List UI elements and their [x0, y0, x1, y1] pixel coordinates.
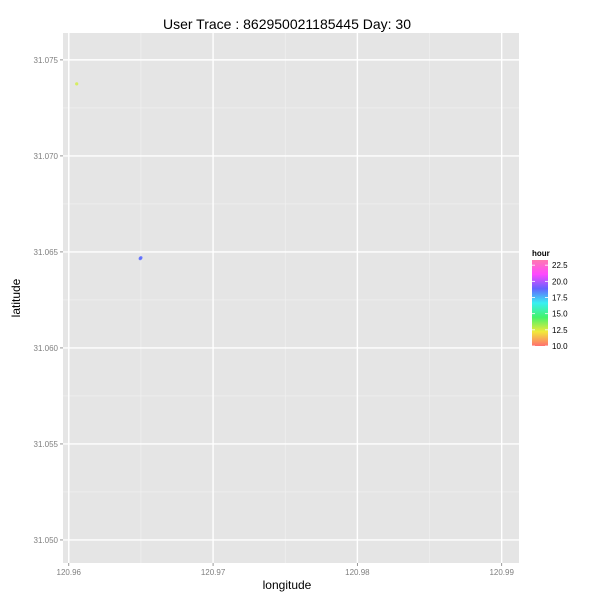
legend-title: hour: [532, 249, 550, 258]
plot-panel: [63, 33, 519, 563]
y-tick-label: 31.050: [34, 536, 59, 545]
legend-label: 12.5: [552, 326, 568, 335]
y-tick-label: 31.070: [34, 152, 59, 161]
y-tick-label: 31.060: [34, 344, 59, 353]
x-axis: 120.96 120.97 120.98 120.99: [57, 563, 514, 577]
legend: hour 22.5 20.0 17.5 15.0 12.5 10.0: [532, 249, 568, 351]
data-points: [75, 82, 143, 261]
legend-label: 17.5: [552, 294, 568, 303]
x-tick-label: 120.99: [489, 568, 514, 577]
legend-label: 10.0: [552, 342, 568, 351]
gridlines: [63, 33, 519, 563]
legend-label: 20.0: [552, 277, 568, 286]
x-tick-label: 120.96: [57, 568, 82, 577]
plot-background: [63, 33, 519, 563]
chart-title: User Trace : 862950021185445 Day: 30: [163, 16, 411, 32]
legend-label: 15.0: [552, 310, 568, 319]
y-tick-label: 31.075: [34, 56, 59, 65]
y-axis: 31.050 31.055 31.060 31.065 31.070 31.075: [34, 56, 63, 545]
y-axis-title: latitude: [9, 278, 23, 317]
legend-color-bar: [532, 260, 548, 346]
legend-labels: 22.5 20.0 17.5 15.0 12.5 10.0: [532, 261, 568, 351]
legend-label: 22.5: [552, 261, 568, 270]
data-point: [75, 82, 79, 86]
y-tick-label: 31.065: [34, 248, 59, 257]
y-tick-label: 31.055: [34, 440, 59, 449]
x-tick-label: 120.98: [345, 568, 370, 577]
x-tick-label: 120.97: [201, 568, 226, 577]
data-point: [139, 256, 143, 260]
x-axis-title: longitude: [263, 578, 312, 592]
